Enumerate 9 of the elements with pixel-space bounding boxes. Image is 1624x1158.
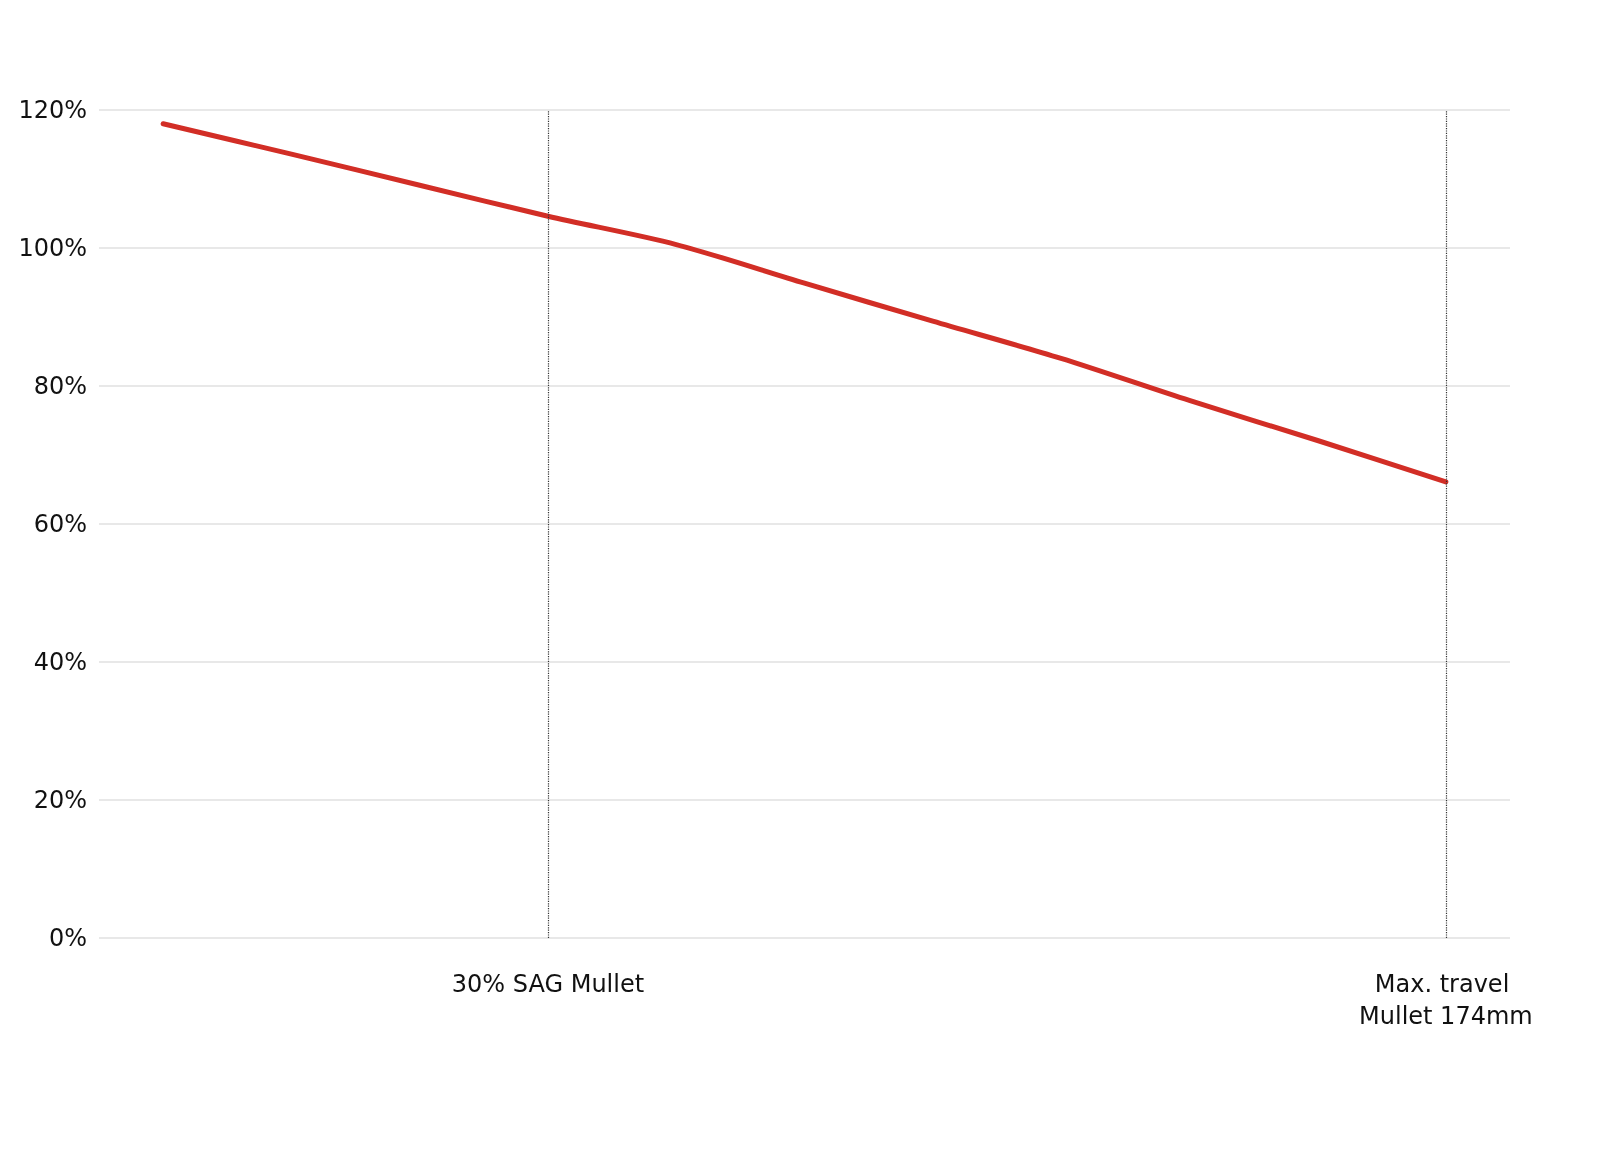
y-tick-label: 60% bbox=[33, 510, 87, 538]
y-tick-label: 0% bbox=[48, 924, 87, 952]
x-tick-label: Max. travel Mullet 174mm bbox=[1359, 970, 1533, 1030]
y-tick-label: 80% bbox=[33, 372, 87, 400]
x-tick-label: 30% SAG Mullet bbox=[451, 970, 645, 998]
y-tick-label: 40% bbox=[33, 648, 87, 676]
y-tick-label: 120% bbox=[18, 96, 87, 124]
y-tick-label: 100% bbox=[18, 234, 87, 262]
y-tick-label: 20% bbox=[33, 786, 87, 814]
